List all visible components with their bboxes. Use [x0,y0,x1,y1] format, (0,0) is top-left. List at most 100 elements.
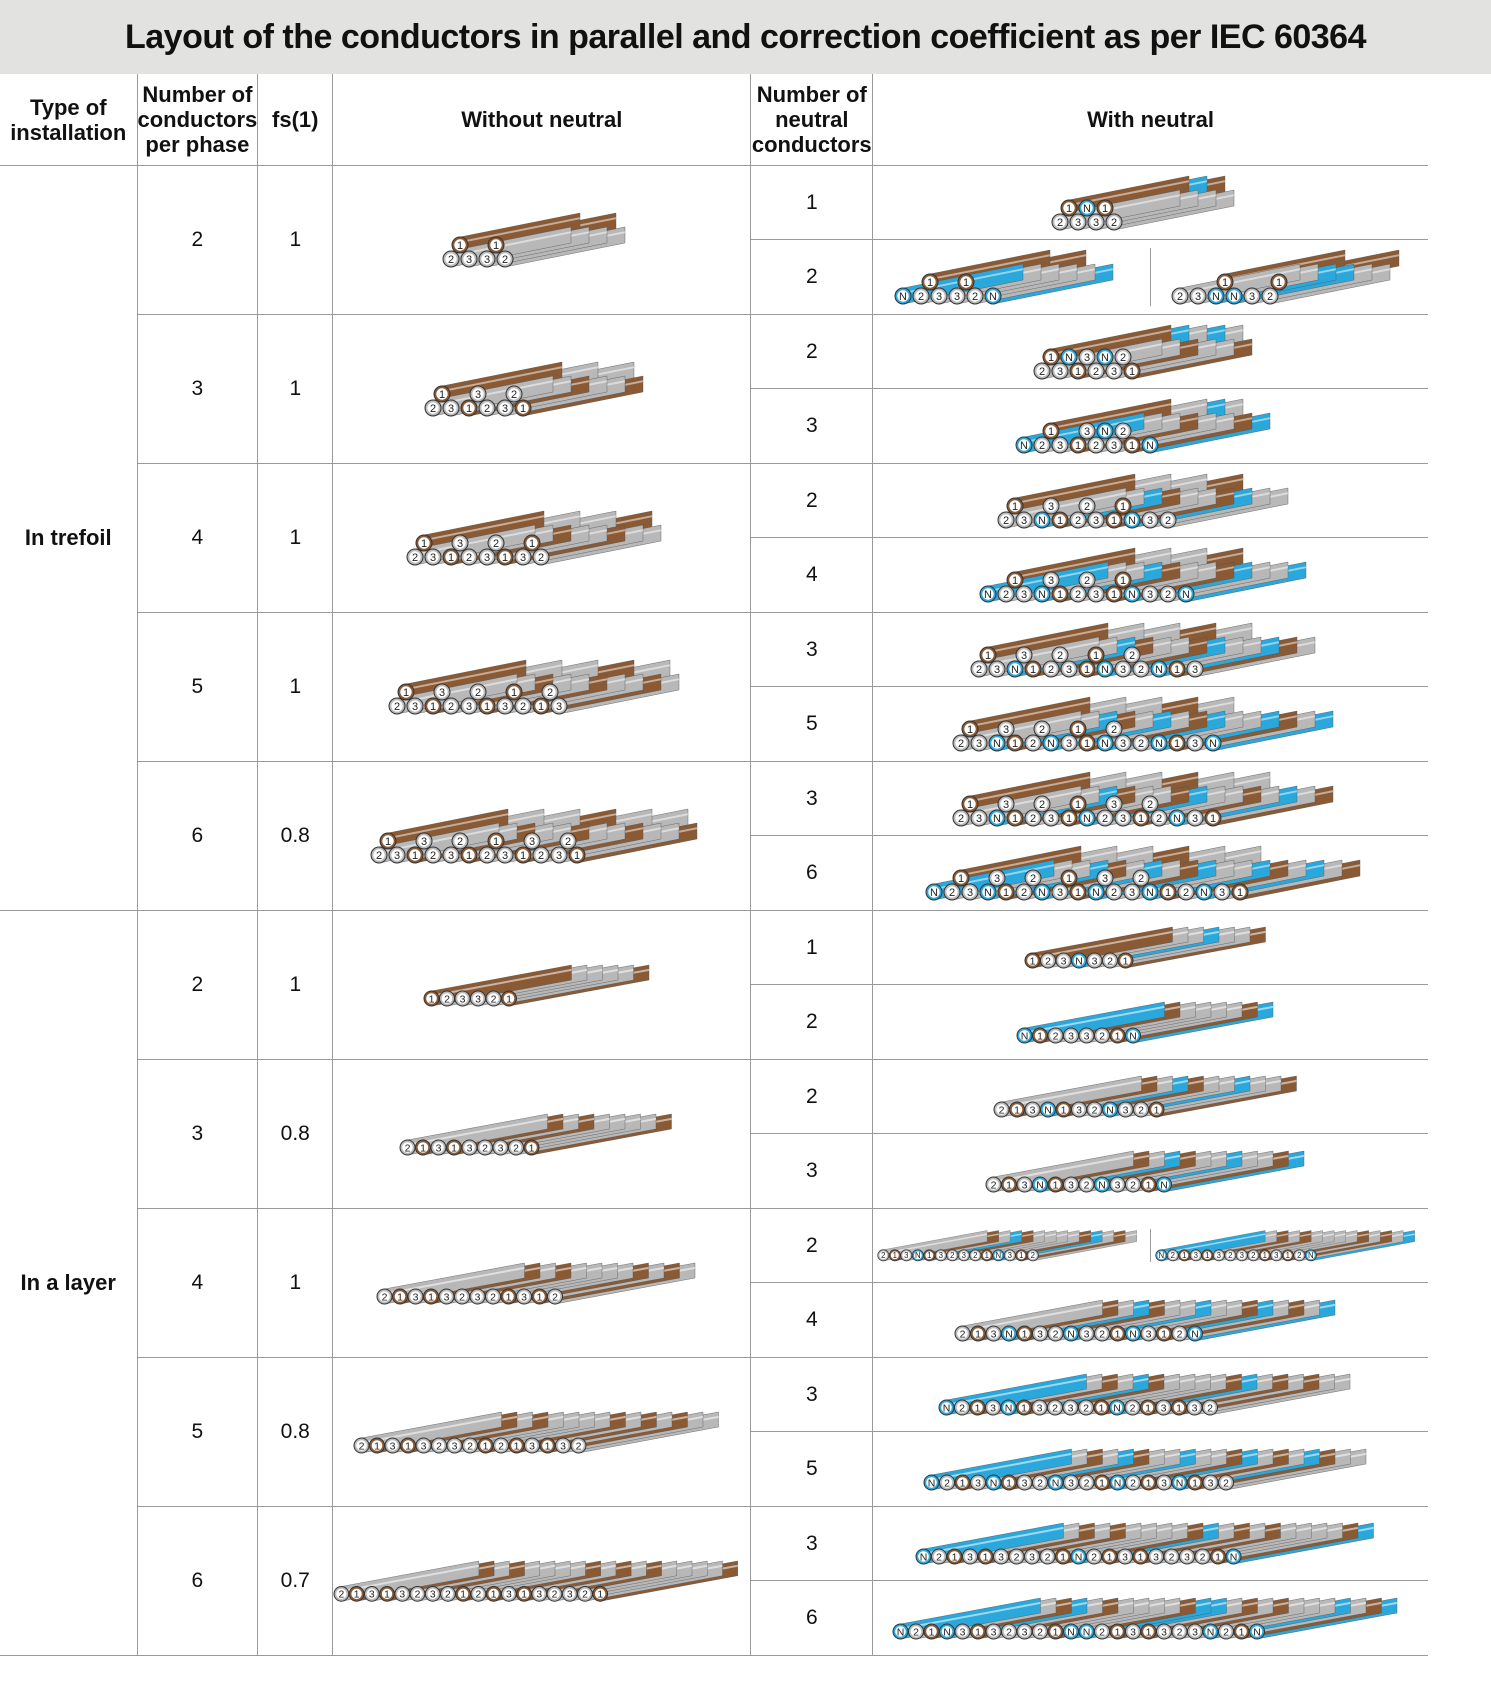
cable-end-phase-1: 1 [523,1139,540,1155]
cable-end-phase-1: 1 [477,1437,494,1453]
cable-label: 2 [448,701,454,713]
cable-end-phase-3: 3 [550,846,568,864]
cable-end-phase-1: 1 [1093,1399,1110,1416]
cable-label: 3 [990,1328,996,1340]
cable-label: 2 [394,701,400,713]
cable-end-phase-3: 3 [1141,511,1159,528]
cable-end-phase-1: 1 [1069,362,1087,379]
cable-end-phase-1: 1 [1140,1176,1157,1192]
cable-end-phase-3: 3 [1186,734,1204,752]
cable-highlight [405,664,526,691]
cable-label: 2 [358,1440,364,1452]
cable-label: 3 [448,850,454,862]
cable-label: N [1160,1179,1168,1191]
cable-label: 3 [939,1251,943,1260]
cable-label: N [943,1402,951,1414]
cable-label: 3 [936,291,942,303]
neutral-count: 6 [750,835,874,911]
cable-end-phase-3: 3 [1189,287,1207,305]
neutral-count: 2 [750,984,874,1060]
cable-label: 1 [466,403,472,415]
cable-label: 1 [493,836,499,848]
cable-end-neutral: N [1177,585,1195,603]
neutral-count: 4 [750,537,874,613]
cable-end-phase-1: 1 [523,534,541,552]
cable-label: 1 [1074,887,1080,899]
cable-label: 3 [1240,1251,1244,1260]
cable-label: 1 [927,277,933,289]
cable-end-phase-2: 2 [485,1288,502,1304]
cable-end-phase-2: 2 [1051,646,1069,663]
cable-end-phase-2: 2 [1132,869,1150,887]
cable-label: 3 [484,552,490,564]
neutral-count: 6 [750,1580,874,1656]
cable-end-neutral: N [1039,1101,1056,1118]
cable-end-phase-2: 2 [1202,1399,1219,1416]
cable-end-neutral: N [1207,287,1225,305]
cable-end-phase-1: 1 [1231,883,1249,901]
cable-label: 3 [990,1402,996,1414]
cable-end-phase-1: 1 [1171,1399,1188,1416]
cable-end-phase-3: 3 [1078,422,1096,440]
cable-label: 3 [1021,1477,1027,1489]
cable-end-phase-3: 3 [1078,348,1096,365]
cable-label: 1 [1128,440,1134,452]
cable-end-phase-2: 2 [1217,1623,1234,1639]
cable-label: N [1113,1477,1121,1489]
cable-end-phase-2: 2 [1293,1249,1306,1262]
cable-end-phase-2: 2 [1033,436,1051,454]
cable-end-phase-3: 3 [1078,1325,1095,1341]
cable-end-phase-2: 2 [952,734,970,752]
correction-factor: 0.7 [257,1506,334,1656]
cable-highlight [1014,477,1135,504]
cable-end-phase-2: 2 [912,287,930,305]
cable-end-phase-2: 2 [1008,1548,1025,1565]
cable-label: 2 [1002,515,1008,527]
cable-end-neutral: N [979,883,997,901]
cable-end-phase-3: 3 [1243,287,1261,305]
cable-label: 1 [1074,366,1080,378]
cable-end-phase-1: 1 [539,1437,556,1453]
cable-label: 3 [1110,440,1116,452]
cable-highlight [993,1154,1134,1183]
cable-label: 3 [1161,1626,1167,1638]
cable-end-phase-1: 1 [1006,497,1024,514]
cable-end-phase-1: 1 [889,1249,901,1262]
cable-label: N [920,1551,928,1563]
cable-end-neutral: N [1078,1623,1095,1639]
cable-end-phase-3: 3 [516,1288,533,1304]
cable-end-phase-3: 3 [1186,1623,1203,1639]
cable-highlight [1024,1005,1165,1034]
cable-end-phase-3: 3 [478,250,496,268]
cable-end-neutral: N [1168,809,1186,826]
cable-end-phase-1: 1 [508,1437,525,1453]
cable-end-phase-2: 2 [1047,1325,1064,1341]
cable-end-phase-1: 1 [961,795,979,812]
cable-end-phase-3: 3 [1031,1325,1048,1341]
cable-end-phase-1: 1 [1123,362,1141,379]
header-with-neutral: With neutral [872,74,1428,166]
cable-end-phase-2: 2 [1033,362,1051,379]
cable-label: N [1191,1328,1199,1340]
cable-end-phase-2: 2 [1217,1474,1234,1490]
cable-end-phase-3: 3 [1155,1623,1172,1639]
cable-end-phase-3: 3 [1086,952,1103,969]
neutral-count: 2 [750,1208,874,1283]
cable-label: 3 [1101,873,1107,885]
cable-layout-trefoil: 1 3 N 2N 2 3 1 2 3 1 N [1015,398,1270,454]
cable-end-phase-3: 3 [1141,585,1159,603]
neutral-count: 4 [750,1282,874,1358]
cable-label: 1 [461,1589,467,1600]
cable-end-phase-1: 1 [1000,1176,1017,1192]
cable-label: N [1128,589,1136,601]
cable-label: 2 [445,1589,451,1600]
cable-highlight [459,217,580,244]
cable-label: 1 [1052,1626,1058,1638]
cable-label: 3 [420,1440,426,1452]
cable-end-phase-2: 2 [1171,287,1189,305]
cable-end-phase-3: 3 [900,1249,913,1262]
